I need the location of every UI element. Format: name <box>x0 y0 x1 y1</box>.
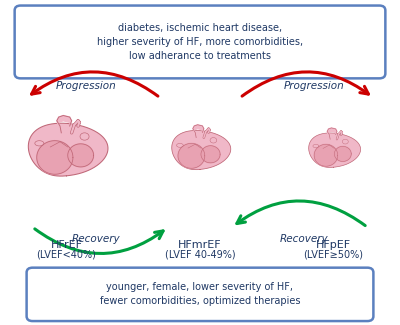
Text: diabetes, ischemic heart disease,
higher severity of HF, more comorbidities,
low: diabetes, ischemic heart disease, higher… <box>97 23 303 61</box>
Polygon shape <box>309 133 360 167</box>
Circle shape <box>80 133 89 140</box>
Ellipse shape <box>313 144 319 148</box>
Polygon shape <box>327 128 337 143</box>
Polygon shape <box>172 130 231 170</box>
Ellipse shape <box>176 143 183 147</box>
Text: Recovery: Recovery <box>72 234 121 243</box>
Polygon shape <box>178 143 205 168</box>
Text: HFrEF: HFrEF <box>50 240 82 250</box>
Text: HFmrEF: HFmrEF <box>178 240 222 250</box>
Circle shape <box>342 139 348 144</box>
FancyBboxPatch shape <box>27 268 373 321</box>
Ellipse shape <box>35 141 44 146</box>
FancyBboxPatch shape <box>15 6 385 78</box>
Polygon shape <box>193 125 204 141</box>
Text: younger, female, lower severity of HF,
fewer comorbidities, optimized therapies: younger, female, lower severity of HF, f… <box>100 282 300 306</box>
Circle shape <box>210 137 217 143</box>
Polygon shape <box>314 144 338 166</box>
Text: Progression: Progression <box>56 82 117 91</box>
Polygon shape <box>201 146 220 163</box>
Text: Recovery: Recovery <box>279 234 328 243</box>
Polygon shape <box>68 144 94 167</box>
Polygon shape <box>334 146 351 162</box>
Text: (LVEF 40-49%): (LVEF 40-49%) <box>165 250 235 260</box>
Polygon shape <box>37 141 73 174</box>
Polygon shape <box>57 115 72 138</box>
Polygon shape <box>28 123 108 176</box>
Text: (LVEF<40%): (LVEF<40%) <box>36 250 96 260</box>
Text: Progression: Progression <box>283 82 344 91</box>
Text: (LVEF≥50%): (LVEF≥50%) <box>304 250 364 260</box>
Text: HFpEF: HFpEF <box>316 240 351 250</box>
